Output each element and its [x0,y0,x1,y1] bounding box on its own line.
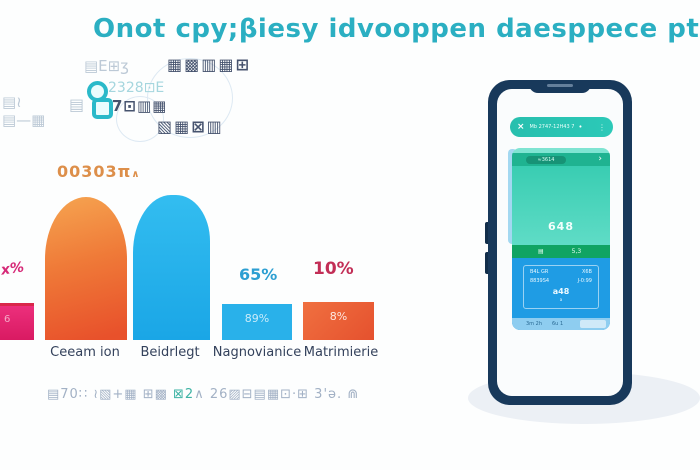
ticket-r2-right: J-0:99 [577,278,592,284]
card-green-band: ▤ 5,3 [512,245,610,258]
chart-footnote: ▤70∷ ≀▧+▦ ⊞▩ ⊠2∧ 26▨⊟▤▦⊡·⊞ 3'ə. ⋒ [47,387,359,402]
header-row-d-far-left: ▤—▦ [2,111,46,129]
ticket-small-mark: a [559,297,563,302]
category-label-3: Nagnovianice [212,345,302,360]
header-row-d-text: ▧▦⊠▥ [157,117,224,136]
amount-suffix: ∧ [131,169,141,180]
page-title: Onot cpy;βiesy idvooppen daesppece ptors… [93,14,700,44]
chart-bar-matrimierie: 8% [303,302,374,340]
category-label-1: Ceeam ion [50,345,120,360]
footnote-part-1: ▤70∷ ≀▧+▦ ⊞▩ [47,387,174,402]
search-pill-text: Mb 2747-12H43 7 [529,124,575,130]
phone-mockup: × Mb 2747-12H43 7 • ⋮ ≈3614 › 648 ▤ 5,3 [485,80,632,405]
header-row-c-faint: ▤ [69,95,85,114]
category-label-4: Matrimierie [303,345,379,360]
header-row-b-value: 2328⊡E [108,80,165,96]
chart-bar-partial: 6 [0,303,34,340]
bar3-above-label: 65% [239,265,278,284]
card-top-strip [512,148,610,153]
header-row-c-far-left: ▤≀ [2,93,22,111]
phone-side-button[interactable] [485,222,488,244]
phone-screen: × Mb 2747-12H43 7 • ⋮ ≈3614 › 648 ▤ 5,3 [497,89,623,396]
phone-notch [529,80,591,93]
strip-right-text: 6u 1 [552,321,564,327]
header-row-a-text: ▦▩▥▦⊞ [167,55,251,74]
ticket-r2-left: 8839S4 [530,278,550,284]
search-pill[interactable]: × Mb 2747-12H43 7 • ⋮ [510,117,613,137]
band-right-text: 5,3 [571,248,582,255]
chevron-right-icon[interactable]: › [598,154,602,164]
kebab-menu-icon[interactable]: ⋮ [598,122,606,132]
close-icon[interactable]: × [517,122,525,132]
chart-bar-ceeamion [45,197,127,340]
amount-value: 00303π∧ [57,162,140,181]
amount-number: 00303π [57,162,132,181]
card-header-pill[interactable]: ≈3614 [526,155,566,164]
location-dot-icon: • [578,123,583,131]
decor-circle-small [116,96,164,142]
bar4-inner-label: 8% [329,310,348,323]
card-header: ≈3614 › [512,153,610,166]
card-body: 648 [512,166,610,245]
ticket-r1-left: B4L GR [530,269,549,275]
chart-bar-beidrlegt [133,195,210,340]
footnote-part-3: ∧ 26▨⊟▤▦⊡·⊞ 3'ə. ⋒ [194,387,360,402]
strip-left-text: 3m 2h [526,321,542,327]
strip-chip[interactable] [580,320,606,328]
band-left-text: ▤ [538,248,544,255]
ticket-box: B4L GR X6B 8839S4 J-0:99 a48 a [523,265,599,309]
ticket-center-code: a48 [552,287,570,296]
partial-bar-label: x% [0,259,26,279]
card-bottom-strip: 3m 2h 6u 1 [512,318,610,330]
header-row-c-text: 7⊡▥▦ [112,97,168,115]
card-blue-section: B4L GR X6B 8839S4 J-0:99 a48 a 3m 2h 6u … [512,258,610,330]
teal-badge-icon [92,98,113,119]
phone-speaker-icon [547,84,573,87]
phone-side-button[interactable] [485,252,488,274]
category-label-2: Beidrlegt [140,345,200,360]
footnote-part-2: ⊠2 [173,387,195,402]
card-big-number: 648 [548,220,574,233]
bar4-above-label: 10% [313,259,354,279]
boarding-card[interactable]: ≈3614 › 648 ▤ 5,3 B4L GR X6B [512,148,610,330]
bar3-inner-label: 89% [244,312,270,325]
chart-bar-nagnovianice: 89% [222,304,292,340]
header-row-a-faint: ▤E⊞ʒ [84,57,129,75]
partial-bar-inner: 6 [4,314,11,325]
ticket-r1-right: X6B [581,269,592,275]
